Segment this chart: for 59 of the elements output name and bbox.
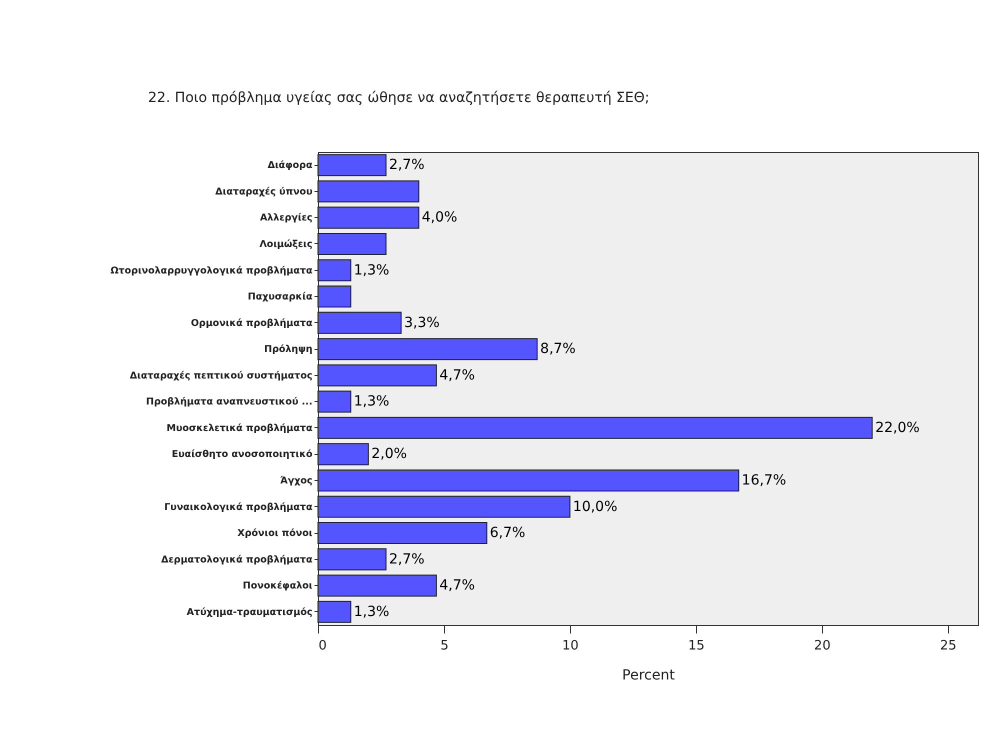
y-tick-label: Διαταραχές πεπτικού συστήματος [130, 370, 312, 382]
x-tick-label: 25 [940, 638, 957, 654]
bar [318, 416, 873, 439]
data-label: 10,0% [572, 498, 618, 515]
bar [318, 469, 740, 492]
y-tick-label: Άγχος [280, 475, 312, 486]
bar [318, 338, 538, 360]
y-tick-label: Πονοκέφαλοι [242, 580, 313, 592]
data-label: 4,7% [439, 578, 475, 594]
data-label: 22,0% [875, 420, 920, 436]
y-tick-label: Ευαίσθητο ανοσοποιητικό [172, 449, 313, 460]
data-label: 1,3% [354, 394, 390, 410]
bar [318, 232, 387, 255]
x-tick-label: 10 [562, 638, 579, 654]
y-tick-label: Διάφορα [268, 160, 313, 172]
bar [318, 548, 387, 570]
y-tick-label: Γυναικολογικά προβλήματα [164, 502, 313, 513]
x-tick-label: 0 [318, 638, 327, 654]
bar [318, 180, 420, 202]
y-tick-label: Αλλεργίες [260, 212, 312, 224]
bar [318, 154, 387, 176]
data-label: 1,3% [354, 604, 390, 620]
data-label: 2,7% [389, 551, 425, 568]
y-tick-label: Πρόληψη [264, 344, 313, 356]
chart-title: 22. Ποιο πρόβλημα υγείας σας ώθησε να αναζητήσετε θεραπευτή ΣΕΘ; [148, 90, 650, 106]
data-label: 6,7% [490, 525, 526, 542]
bar [318, 496, 570, 518]
y-tick-label: Ωτορινολαρρυγγολογικά προβλήματα [110, 265, 313, 276]
y-tick-label: Ατύχημα-τραυματισμός [186, 606, 312, 618]
bar [318, 206, 420, 229]
y-tick-label: Μυοσκελετικά προβλήματα [166, 422, 313, 434]
bar [318, 286, 352, 308]
data-label: 3,3% [404, 314, 440, 331]
x-tick-label: 5 [440, 638, 449, 654]
y-tick-label: Ορμονικά προβλήματα [190, 318, 313, 329]
data-label: 4,0% [422, 210, 458, 226]
x-tick-label: 15 [688, 638, 705, 654]
bar [318, 574, 437, 597]
bar [318, 443, 369, 466]
data-label: 8,7% [540, 341, 576, 358]
y-tick-label: Προβλήματα αναπνευστικού ... [146, 396, 312, 408]
bar [318, 600, 352, 623]
data-label: 2,0% [371, 446, 407, 462]
bar [318, 522, 488, 544]
data-label: 4,7% [439, 367, 475, 384]
y-tick-label: Παχυσαρκία [248, 292, 313, 303]
y-tick-label: Χρόνιοι πόνοι [237, 528, 313, 540]
data-label: 2,7% [389, 157, 425, 174]
data-label: 16,7% [742, 472, 786, 488]
bar [318, 312, 402, 334]
data-label: 1,3% [354, 262, 390, 278]
y-tick-label: Λοιμώξεις [259, 238, 312, 250]
x-tick-label: 20 [814, 638, 831, 654]
y-tick-label: Διαταραχές ύπνου [215, 186, 312, 198]
y-tick-label: Δερματολογικά προβλήματα [161, 554, 313, 566]
bar [318, 259, 352, 282]
bar [318, 390, 352, 413]
bar [318, 364, 437, 386]
x-axis-title: Percent [622, 668, 676, 684]
